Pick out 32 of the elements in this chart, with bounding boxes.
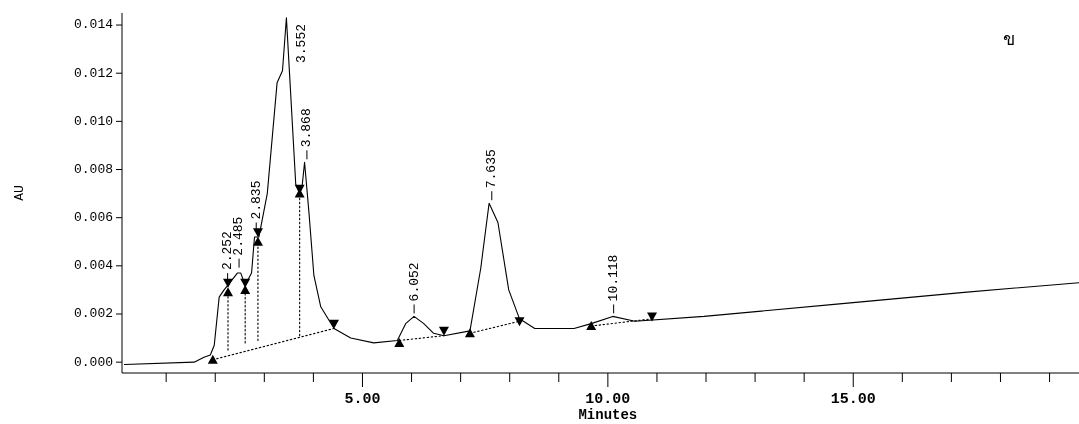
y-tick-label: 0.002 [73, 306, 113, 322]
y-tick-label: 0.000 [73, 354, 113, 370]
point [647, 312, 658, 322]
annotation: 6.052 [406, 262, 422, 302]
point [252, 236, 263, 246]
y-tick-label: 0.006 [73, 210, 113, 226]
point [394, 337, 405, 347]
y-tick-label: 0.014 [73, 17, 114, 33]
annotation: 3.552 [293, 23, 309, 63]
y-tick-label: 0.010 [73, 113, 113, 129]
point [240, 278, 251, 288]
annotation: 2.835 [248, 180, 264, 220]
point [586, 321, 597, 331]
annotation: 7.635 [484, 149, 500, 189]
x-tick-label: 10.00 [585, 391, 631, 408]
x-axis-title: Minutes [578, 407, 638, 423]
annotation: 3.868 [299, 108, 315, 148]
y-tick-label: 0.008 [73, 161, 113, 177]
point [207, 354, 218, 364]
annotation: 10.118 [606, 254, 622, 302]
point [329, 319, 340, 329]
point [438, 326, 449, 336]
point [464, 328, 475, 338]
point [223, 287, 234, 297]
y-tick-label: 0.004 [73, 258, 114, 274]
point [252, 228, 263, 238]
y-axis-title: AU [12, 185, 28, 201]
point [514, 317, 525, 327]
y-tick-label: 0.012 [73, 65, 113, 81]
x-tick-label: 15.00 [830, 391, 876, 408]
x-tick-label: 5.00 [344, 391, 381, 408]
annotation: ข [1003, 28, 1015, 49]
